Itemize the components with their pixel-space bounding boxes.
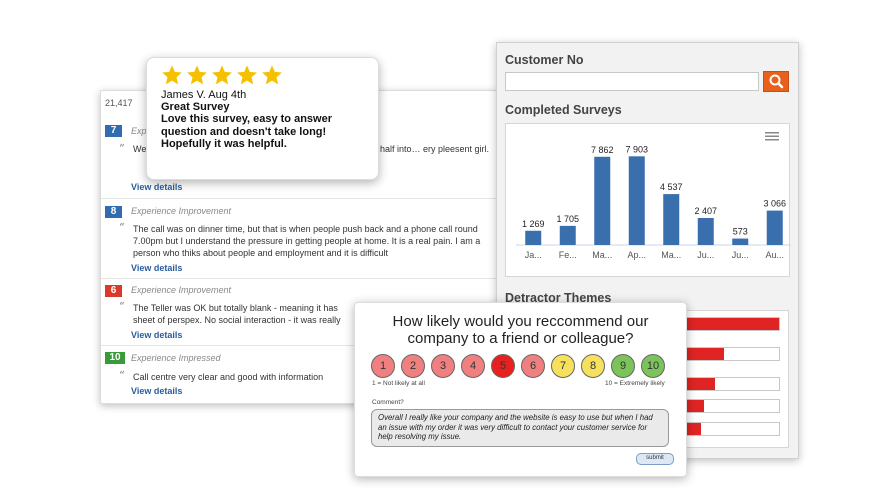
completed-surveys-label: Completed Surveys	[505, 103, 622, 117]
bar[interactable]	[732, 238, 749, 245]
nps-score-9-button[interactable]: 9	[611, 354, 635, 378]
review-body: The call was on dinner time, but that is…	[133, 224, 481, 258]
star-icon	[187, 65, 207, 85]
star-review-card: James V. Aug 4th Great Survey Love this …	[146, 57, 379, 180]
bar-value-label: 573	[733, 227, 748, 237]
nps-score-6-button[interactable]: 6	[521, 354, 545, 378]
detractor-theme-fill	[687, 318, 779, 330]
star-icon	[262, 65, 282, 85]
hamburger-menu-icon[interactable]	[763, 130, 781, 142]
customer-no-input[interactable]	[505, 72, 759, 91]
nps-score-2-button[interactable]: 2	[401, 354, 425, 378]
quote-open-icon: “	[119, 300, 125, 313]
x-tick-label: Ja...	[525, 250, 542, 260]
score-badge: 10	[105, 352, 125, 364]
score-badge: 7	[105, 125, 122, 137]
review-body: Call centre very clear and good with inf…	[133, 372, 324, 382]
bar-value-label: 1 269	[522, 219, 545, 229]
nps-survey-card: How likely would you reccommend our comp…	[354, 302, 687, 477]
detractor-themes-label: Detractor Themes	[505, 291, 612, 305]
bar-value-label: 4 537	[660, 182, 683, 192]
divider	[101, 278, 496, 279]
nps-score-8-button[interactable]: 8	[581, 354, 605, 378]
detractor-theme-bar	[686, 317, 780, 331]
quote-open-icon: “	[119, 221, 125, 234]
review-author: James V. Aug 4th	[161, 89, 247, 101]
review-category: Experience Impressed	[131, 353, 221, 363]
comment-label: Comment?	[372, 399, 404, 406]
bar-chart: 1 269 Ja... 1 705 Fe... 7 862 Ma... 7 903 Ap...…	[516, 144, 791, 260]
detractor-theme-bar	[686, 422, 780, 436]
star-icon	[237, 65, 257, 85]
nps-score-3-button[interactable]: 3	[431, 354, 455, 378]
view-details-link[interactable]: View details	[131, 263, 183, 273]
scale-min-label: 1 = Not likely at all	[372, 380, 425, 387]
bar-value-label: 2 407	[694, 206, 717, 216]
review-category: Experience Improvement	[131, 285, 232, 295]
detractor-theme-fill	[687, 400, 704, 412]
view-details-link[interactable]: View details	[131, 330, 183, 340]
score-badge: 8	[105, 206, 122, 218]
bar[interactable]	[594, 156, 611, 245]
x-tick-label: Ma...	[661, 250, 681, 260]
quote-open-icon: “	[119, 142, 125, 155]
bar[interactable]	[559, 225, 576, 245]
nps-score-1-button[interactable]: 1	[371, 354, 395, 378]
detractor-themes-chart	[685, 310, 789, 448]
bar-value-label: 7 903	[625, 144, 648, 154]
quote-open-icon: “	[119, 369, 125, 382]
review-category: Experience Improvement	[131, 206, 232, 216]
search-icon	[769, 74, 784, 89]
bar-value-label: 3 066	[763, 199, 786, 209]
detractor-theme-bar	[686, 347, 780, 361]
detractor-theme-bar	[686, 377, 780, 391]
x-tick-label: Ap...	[627, 250, 646, 260]
bar-value-label: 1 705	[556, 214, 579, 224]
detractor-theme-fill	[687, 378, 715, 390]
detractor-theme-bar	[686, 399, 780, 413]
nps-score-10-button[interactable]: 10	[641, 354, 665, 378]
nps-scale: 1 2 3 4 5 6 7 8 9 10	[371, 354, 665, 378]
comment-textarea[interactable]: Overall I really like your company and t…	[371, 409, 669, 447]
review-text: Love this survey, easy to answer questio…	[161, 113, 332, 150]
x-tick-label: Ma...	[592, 250, 612, 260]
search-button[interactable]	[763, 71, 789, 92]
nps-score-7-button[interactable]: 7	[551, 354, 575, 378]
nps-question: How likely would you reccommend our comp…	[392, 313, 649, 347]
reviews-total-count: 21,417	[105, 98, 133, 108]
completed-surveys-chart: 1 269 Ja... 1 705 Fe... 7 862 Ma... 7 903 Ap...…	[505, 123, 791, 277]
bar[interactable]	[628, 156, 645, 245]
detractor-theme-fill	[687, 348, 724, 360]
submit-button[interactable]: submit	[636, 453, 674, 465]
bar-value-label: 7 862	[591, 145, 614, 155]
nps-score-5-button[interactable]: 5	[491, 354, 515, 378]
nps-score-4-button[interactable]: 4	[461, 354, 485, 378]
star-icon	[162, 65, 182, 85]
score-badge: 6	[105, 285, 122, 297]
bar[interactable]	[766, 210, 783, 245]
view-details-link[interactable]: View details	[131, 182, 183, 192]
view-details-link[interactable]: View details	[131, 386, 183, 396]
x-tick-label: Fe...	[559, 250, 577, 260]
divider	[101, 198, 496, 199]
review-title: Great Survey	[161, 101, 230, 113]
x-tick-label: Au...	[765, 250, 784, 260]
x-tick-label: Ju...	[732, 250, 749, 260]
detractor-theme-fill	[687, 423, 701, 435]
x-tick-label: Ju...	[697, 250, 714, 260]
review-body: The Teller was OK but totally blank - me…	[133, 303, 341, 325]
customer-no-label: Customer No	[505, 53, 584, 67]
bar[interactable]	[525, 230, 542, 245]
divider	[101, 345, 496, 346]
bar[interactable]	[663, 194, 680, 245]
star-icon	[212, 65, 232, 85]
star-rating	[161, 64, 283, 86]
bar[interactable]	[697, 217, 714, 245]
scale-max-label: 10 = Extremely likely	[605, 380, 665, 387]
